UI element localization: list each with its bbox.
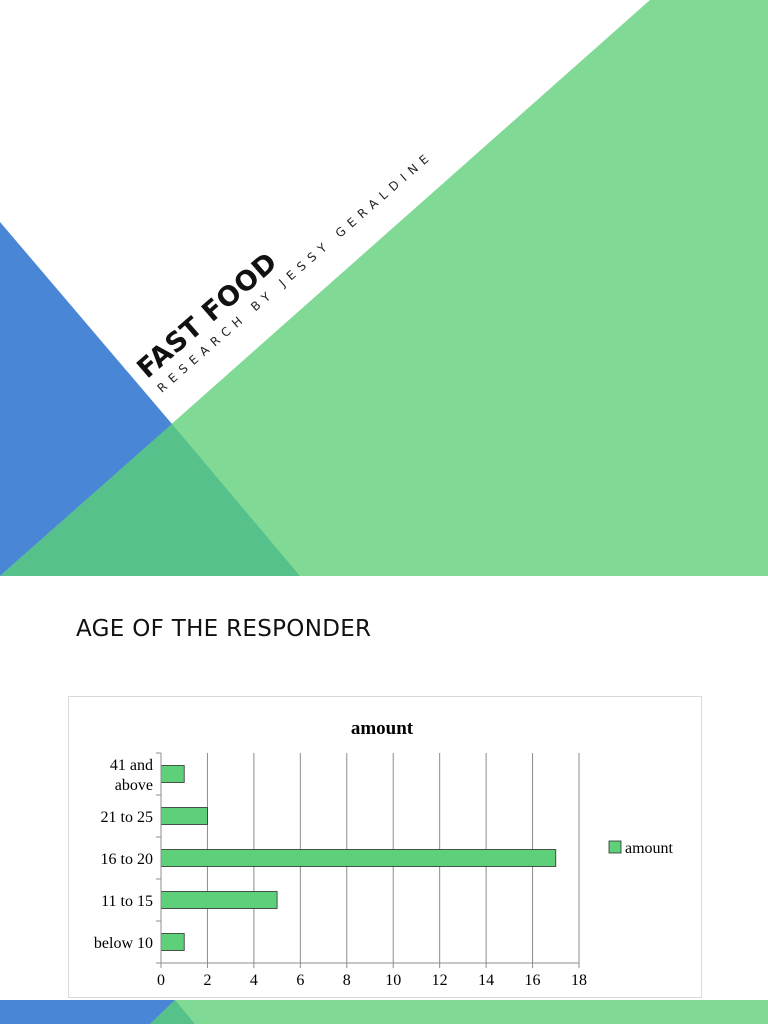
chart-container: amount 0 2 4 6 8 10 12 14 16 18 below 10 11 to 15 16…: [68, 696, 702, 998]
blue-triangle: [0, 222, 172, 576]
chart-title: amount: [351, 718, 414, 739]
bottom-teal-shape: [150, 1000, 195, 1024]
bar: [160, 765, 185, 783]
bottom-accent-band: [0, 1000, 768, 1024]
bar: [160, 807, 208, 825]
chart-slide[interactable]: Age of the Responder amount 0 2 4 6 8 10 12 14 1…: [0, 576, 768, 1024]
x-tick-label: 0: [157, 972, 165, 989]
bar-chart: amount 0 2 4 6 8 10 12 14 16 18 below 10 11 to 15 16…: [94, 718, 674, 989]
chart-legend: amount: [608, 840, 674, 857]
x-tick-label: 14: [478, 972, 494, 989]
bottom-blue-shape: [0, 1000, 175, 1024]
x-tick-label: 6: [296, 972, 304, 989]
legend-swatch: [608, 840, 622, 854]
x-tick-label: 16: [525, 972, 541, 989]
x-tick-label: 2: [203, 972, 211, 989]
slide-heading: Age of the Responder: [76, 616, 372, 642]
y-category-label: 16 to 20: [101, 851, 153, 868]
y-category-label: 41 and above: [110, 757, 153, 794]
green-triangle: [0, 0, 768, 576]
bar: [160, 849, 557, 867]
chart-axes: [156, 752, 580, 968]
y-category-label: 21 to 25: [101, 809, 153, 826]
chart-bars: [160, 765, 557, 951]
chart-labels: 0 2 4 6 8 10 12 14 16 18 below 10 11 to 15 16 to 20 2…: [94, 757, 587, 989]
teal-triangle: [0, 424, 300, 576]
x-tick-label: 8: [343, 972, 351, 989]
slide-background-shapes: [0, 0, 768, 576]
bar: [160, 891, 278, 909]
title-slide[interactable]: Fast Food Research by Jessy Geraldine: [0, 0, 768, 576]
bar: [160, 933, 185, 951]
x-tick-label: 10: [385, 972, 401, 989]
y-category-label: below 10: [94, 935, 153, 952]
x-tick-label: 4: [250, 972, 258, 989]
y-category-label: 11 to 15: [101, 893, 153, 910]
x-tick-label: 18: [571, 972, 587, 989]
legend-label: amount: [625, 840, 674, 857]
x-tick-label: 12: [432, 972, 448, 989]
